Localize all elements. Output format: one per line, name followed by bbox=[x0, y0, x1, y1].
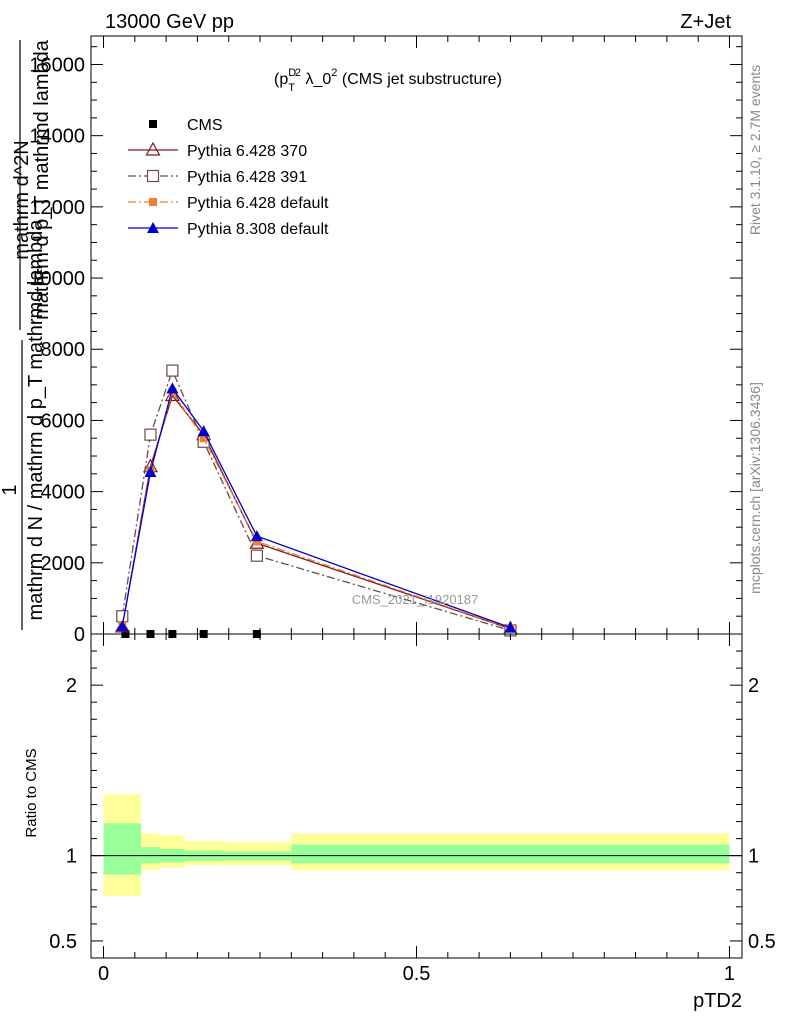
y-tick-label: 4000 bbox=[41, 482, 86, 504]
ylabel-under: mathrm d p_T mathrmd lambda bbox=[31, 39, 53, 320]
ratio-y-axis-label: Ratio to CMS bbox=[23, 748, 40, 837]
header-left: 13000 GeV pp bbox=[105, 11, 234, 33]
legend-marker bbox=[147, 222, 159, 233]
legend: CMS Pythia 6.428 370 Pythia 6.428 391 Pythi… bbox=[128, 117, 329, 238]
data-point bbox=[166, 364, 179, 377]
y-tick-label: 12000 bbox=[29, 197, 85, 219]
series-line bbox=[121, 368, 511, 632]
legend-label: Pythia 6.428 391 bbox=[187, 169, 307, 186]
ratio-y-tick-label: 1 bbox=[66, 846, 77, 868]
y-tick-label: 8000 bbox=[41, 339, 86, 361]
data-point bbox=[144, 466, 157, 478]
series-4 bbox=[116, 382, 517, 633]
legend-marker bbox=[146, 169, 160, 183]
ratio-panel: 0.5 0.5 1 1 2 2 0 0.5 1 bbox=[49, 633, 776, 985]
y-tick-label: 14000 bbox=[29, 126, 85, 148]
data-point bbox=[250, 549, 263, 562]
data-point bbox=[197, 425, 210, 437]
ylabel-main: mathrm d N / mathrm d p_T mathrmd lambda bbox=[25, 219, 47, 621]
legend-marker bbox=[149, 198, 157, 206]
data-point bbox=[116, 610, 129, 623]
x-axis-label: pTD2 bbox=[693, 990, 742, 1012]
main-y-axis-label: mathrm d^2N mathrm d p_T mathrmd lambda … bbox=[0, 39, 53, 630]
y-tick-label: 16000 bbox=[29, 54, 85, 76]
ratio-y-tick-label-right: 2 bbox=[748, 675, 759, 697]
uncertainty-band-inner bbox=[103, 823, 142, 875]
main-plot-title: (pD T2 λ_02 (CMS jet substructure) bbox=[274, 67, 502, 94]
ylabel-top: mathrm d^2N bbox=[11, 140, 33, 259]
mcplots-label: mcplots.cern.ch [arXiv:1306.3436] bbox=[747, 382, 763, 594]
rivet-label: Rivet 3.1.10, ≥ 2.7M events bbox=[747, 65, 763, 235]
x-tick-label: 0 bbox=[98, 963, 109, 985]
ylabel-one: 1 bbox=[0, 484, 21, 495]
ratio-y-tick-label: 2 bbox=[66, 675, 77, 697]
legend-label: Pythia 8.308 default bbox=[187, 221, 329, 238]
legend-label: CMS bbox=[187, 117, 223, 134]
y-tick-label: 10000 bbox=[29, 268, 85, 290]
data-point bbox=[504, 621, 517, 633]
main-panel: 0 2000 4000 6000 8000 10000 12000 14000 16000 bbox=[29, 35, 743, 646]
x-tick-label: 0.5 bbox=[403, 963, 431, 985]
ratio-frame bbox=[90, 633, 743, 959]
data-point bbox=[166, 382, 179, 394]
legend-marker bbox=[145, 141, 161, 156]
data-point bbox=[252, 537, 261, 546]
y-tick-label: 2000 bbox=[41, 553, 86, 575]
y-tick-label: 0 bbox=[74, 624, 85, 646]
x-tick-label: 1 bbox=[724, 963, 735, 985]
ratio-y-tick-label-right: 1 bbox=[748, 846, 759, 868]
legend-label: Pythia 6.428 default bbox=[187, 195, 329, 212]
data-point bbox=[250, 530, 263, 542]
ratio-y-tick-label-right: 0.5 bbox=[748, 931, 776, 953]
watermark: CMS_2021_I1920187 bbox=[352, 592, 479, 607]
header-right: Z+Jet bbox=[680, 11, 731, 33]
legend-label: Pythia 6.428 370 bbox=[187, 143, 307, 160]
uncertainty-band-inner bbox=[291, 844, 730, 864]
data-point bbox=[199, 434, 208, 443]
ratio-y-tick-label: 0.5 bbox=[49, 931, 77, 953]
data-point bbox=[116, 620, 129, 632]
data-point bbox=[144, 428, 157, 441]
legend-marker bbox=[149, 120, 157, 128]
series-line bbox=[121, 386, 511, 629]
y-tick-label: 6000 bbox=[41, 410, 86, 432]
